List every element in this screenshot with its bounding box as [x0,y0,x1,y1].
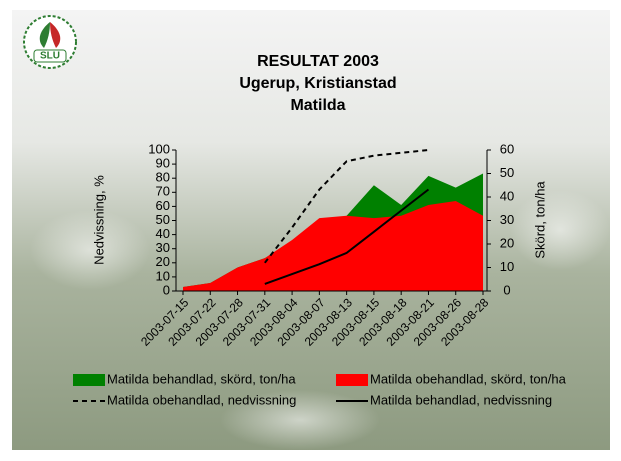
y-tick-label: 50 [156,212,170,227]
legend-swatch [336,374,368,386]
line [264,188,430,285]
y-tick-label: 100 [148,141,170,156]
legend-label: Matilda obehandlad, skörd, ton/ha [370,371,567,386]
y-tick-label: 30 [156,240,170,255]
logo-text: SLU [40,51,60,62]
flower [510,190,610,270]
flower [220,390,380,450]
area [183,200,483,291]
logo: SLU [23,15,77,69]
y-axis-label: Nedvissning, % [91,175,106,265]
legend-swatch [73,374,105,386]
y-tick-label: 90 [156,156,170,171]
legend-label: Matilda behandlad, skörd, ton/ha [107,371,296,386]
y2-tick-label: 10 [500,259,514,274]
chart-title: RESULTAT 2003 [257,53,379,70]
y-tick-label: 60 [156,198,170,213]
y2-tick-label: 20 [500,235,514,250]
chart-title: Ugerup, Kristianstad [239,75,396,92]
y-tick-label: 0 [163,282,170,297]
y-tick-label: 80 [156,170,170,185]
legend-label: Matilda obehandlad, nedvissning [107,392,296,407]
flower [30,210,150,290]
y-tick-label: 20 [156,254,170,269]
y-tick-label: 40 [156,226,170,241]
y2-tick-label: 0 [503,282,510,297]
y2-tick-label: 40 [500,188,514,203]
y2-axis-label: Skörd, ton/ha [532,181,547,259]
y2-tick-label: 60 [500,141,514,156]
y-tick-label: 70 [156,184,170,199]
line [264,149,429,264]
y-tick-label: 10 [156,268,170,283]
legend-label: Matilda behandlad, nedvissning [370,392,552,407]
y2-tick-label: 50 [500,165,514,180]
y2-tick-label: 30 [500,212,514,227]
chart-title: Matilda [290,97,345,114]
